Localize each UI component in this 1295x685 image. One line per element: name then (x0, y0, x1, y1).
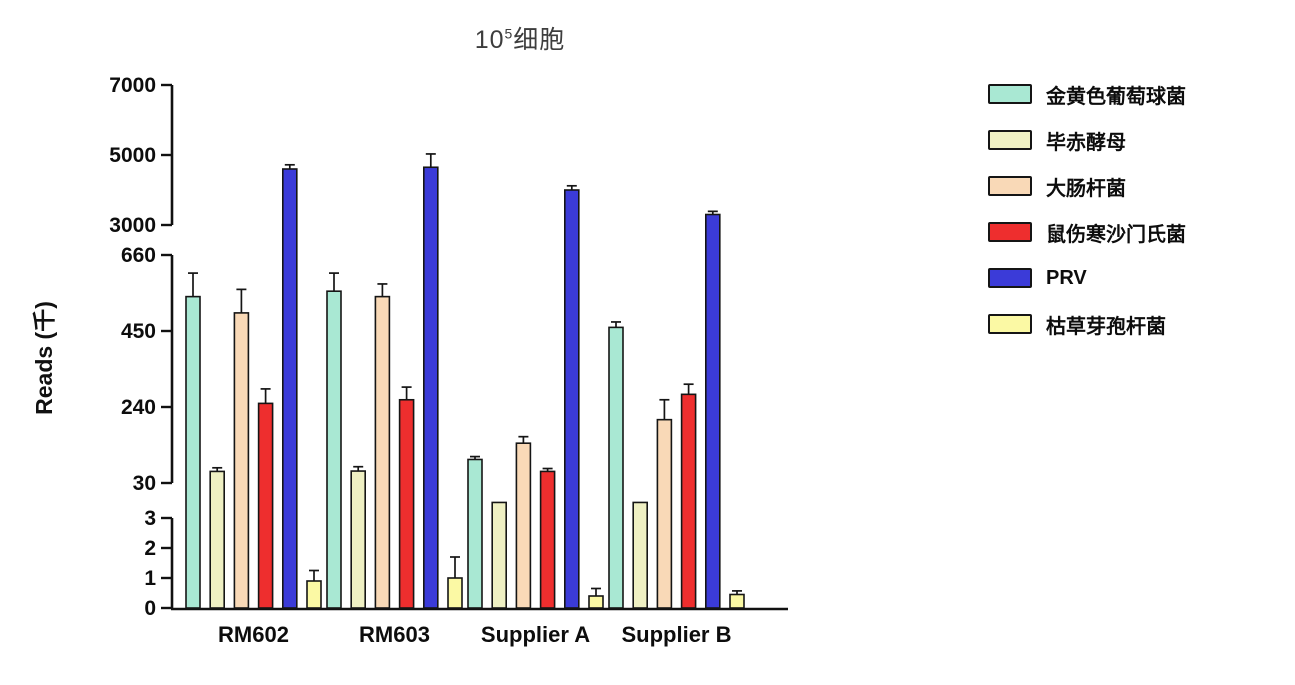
y-tick-label: 2 (144, 537, 156, 560)
bar (257, 402, 274, 609)
y-tick-label: 3 (144, 507, 156, 530)
legend-label: 毕赤酵母 (1046, 131, 1126, 154)
bar (185, 295, 201, 609)
bar (306, 580, 322, 609)
bar (422, 166, 439, 609)
title-suffix: 细胞 (513, 26, 566, 54)
bar (281, 168, 298, 609)
bar (374, 295, 391, 609)
bar (729, 593, 745, 609)
y-tick-label: 30 (133, 472, 156, 495)
legend-label: PRV (1046, 266, 1087, 289)
legend-label: 大肠杆菌 (1046, 177, 1126, 200)
category-label: RM602 (218, 622, 289, 647)
legend-item: PRV (988, 266, 1186, 289)
legend-item: 枯草芽孢杆菌 (988, 314, 1186, 338)
legend-swatch (988, 222, 1032, 242)
y-tick-label: 660 (121, 244, 156, 267)
legend-label: 枯草芽孢杆菌 (1046, 315, 1166, 338)
legend-swatch (988, 268, 1032, 288)
plot-area: 0 1 2 3 30 240 450 660 3000 5000 7000 RM602 RM603 Sup… (109, 74, 788, 647)
category-label: Supplier A (481, 622, 590, 647)
legend-swatch (988, 176, 1032, 196)
bar (398, 398, 415, 609)
bar (563, 189, 580, 609)
bar (515, 442, 532, 609)
legend-swatch (988, 130, 1032, 150)
bar (608, 326, 624, 609)
bar (350, 470, 367, 609)
bar (704, 213, 721, 609)
chart-title: 105细胞 (340, 20, 700, 56)
legend-item: 鼠伤寒沙门氏菌 (988, 222, 1186, 246)
bar (656, 418, 673, 609)
bar (233, 312, 250, 609)
legend-label: 金黄色葡萄球菌 (1046, 85, 1186, 108)
y-axis-label: Reads (千) (31, 301, 57, 415)
bar (326, 290, 342, 609)
title-base: 10 (474, 26, 505, 54)
y-tick-label: 7000 (109, 74, 156, 97)
legend-swatch (988, 84, 1032, 104)
category-label: Supplier B (621, 622, 731, 647)
bar (539, 470, 556, 609)
y-tick-label: 3000 (109, 214, 156, 237)
legend-swatch (988, 314, 1032, 334)
category-label: RM603 (359, 622, 430, 647)
bar (680, 393, 697, 609)
bar (588, 595, 604, 609)
y-tick-label: 450 (121, 320, 156, 343)
bar (209, 470, 225, 609)
y-tick-label: 1 (144, 567, 156, 590)
legend-label: 鼠伤寒沙门氏菌 (1046, 223, 1186, 246)
bar (467, 458, 483, 609)
legend-item: 大肠杆菌 (988, 176, 1186, 200)
y-tick-label: 240 (121, 396, 156, 419)
y-tick-label: 5000 (109, 144, 156, 167)
legend-item: 金黄色葡萄球菌 (988, 84, 1186, 108)
y-tick-label: 0 (144, 597, 156, 620)
title-superscript: 5 (504, 25, 514, 42)
bar (447, 577, 463, 609)
legend-item: 毕赤酵母 (988, 130, 1186, 154)
bar (491, 501, 508, 609)
bar (632, 501, 649, 609)
legend: 金黄色葡萄球菌 毕赤酵母大肠杆菌鼠伤寒沙门氏菌 PRV 枯草芽孢杆菌 (988, 84, 1186, 360)
